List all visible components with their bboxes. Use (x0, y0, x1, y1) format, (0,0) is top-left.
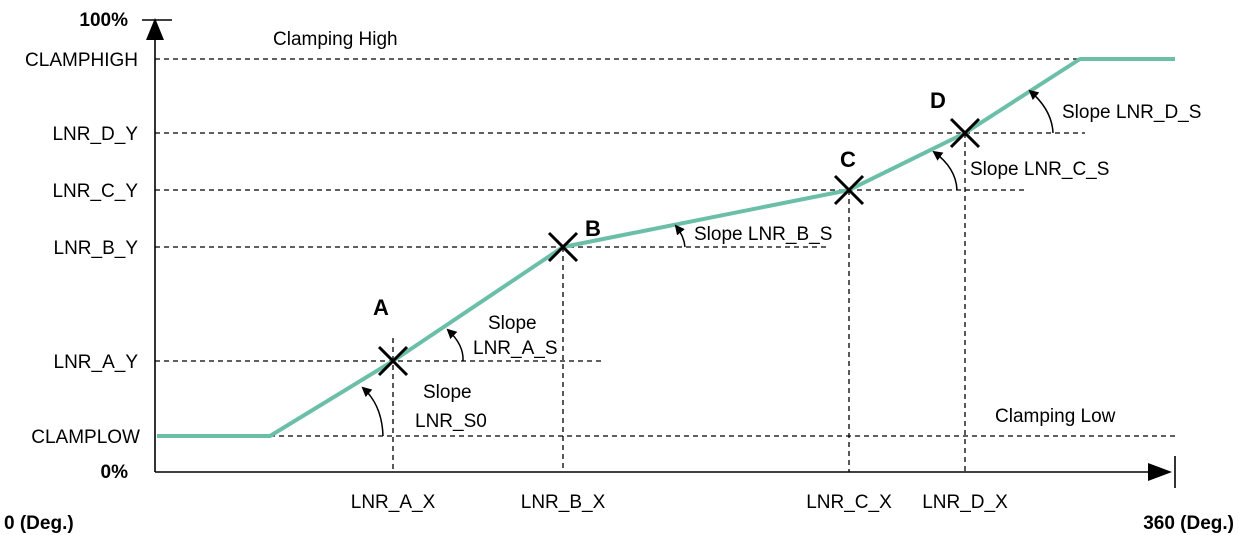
point-b-label: B (585, 216, 601, 241)
x-axis-right-label: 360 (Deg.) (1143, 513, 1234, 534)
point-c-label: C (840, 147, 856, 172)
slope-d-arc-icon (1028, 89, 1054, 134)
point-d-label: D (930, 88, 946, 113)
lnr-b-y-label: LNR_B_Y (54, 238, 139, 259)
slope-s0-label-line2: LNR_S0 (415, 411, 487, 432)
slope-c-label: Slope LNR_C_S (970, 159, 1109, 180)
slope-a-label-line1: Slope (488, 313, 537, 334)
x-axis-arrow-icon (1148, 463, 1172, 481)
point-a-marker (377, 345, 409, 377)
slope-a-label-line2: LNR_A_S (473, 338, 558, 359)
slope-s0-label-line1: Slope (423, 382, 472, 403)
point-c-marker (833, 174, 865, 206)
lnr-c-y-label: LNR_C_Y (52, 181, 138, 202)
lnr-a-x-label: LNR_A_X (351, 492, 436, 513)
slope-s0-arc-icon (361, 386, 384, 437)
clamping-high-label: Clamping High (273, 29, 398, 50)
lnr-d-x-label: LNR_D_X (922, 492, 1008, 513)
point-b-marker (547, 231, 579, 263)
clamphigh-label: CLAMPHIGH (25, 50, 138, 71)
transfer-curve (157, 57, 1175, 438)
lnr-b-x-label: LNR_B_X (521, 492, 606, 513)
y-axis-top-label: 100% (79, 10, 128, 31)
clamping-low-label: Clamping Low (995, 406, 1116, 427)
slope-c-arc-icon (932, 150, 958, 191)
slope-a-arc-icon (446, 328, 464, 362)
lnr-c-x-label: LNR_C_X (806, 492, 892, 513)
point-d-marker (949, 117, 981, 149)
y-axis-bottom-label: 0% (101, 462, 129, 483)
slope-b-arc-icon (674, 224, 686, 248)
slope-b-label: Slope LNR_B_S (694, 224, 832, 245)
point-a-label: A (373, 295, 389, 320)
slope-d-label: Slope LNR_D_S (1062, 102, 1201, 123)
lnr-a-y-label: LNR_A_Y (54, 352, 139, 373)
y-axis-arrow-icon (146, 18, 164, 40)
x-axis-left-label: 0 (Deg.) (4, 513, 74, 534)
lnr-d-y-label: LNR_D_Y (52, 124, 138, 145)
clamplow-label: CLAMPLOW (31, 427, 140, 448)
